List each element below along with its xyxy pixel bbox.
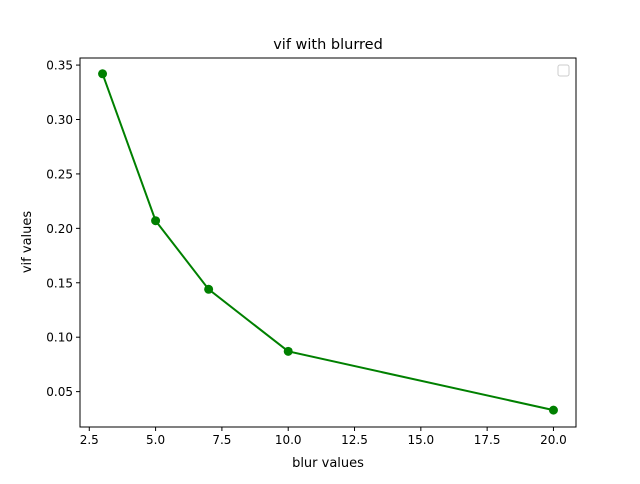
chart-title: vif with blurred	[273, 37, 383, 53]
x-tick-label: 2.5	[80, 433, 99, 447]
x-tick-label: 20.0	[540, 433, 567, 447]
x-tick-label: 7.5	[212, 433, 231, 447]
x-axis-label: blur values	[292, 456, 364, 471]
data-point-marker	[548, 405, 558, 415]
x-tick-label: 12.5	[341, 433, 368, 447]
plot-layer: 2.5 5.0 7.5 10.0 12.5 15.0 17.5 20.0 0.05 0.10 0.1…	[46, 59, 567, 447]
x-tick-label: 5.0	[146, 433, 165, 447]
y-tick-label: 0.05	[46, 385, 73, 399]
data-point-marker	[151, 216, 161, 226]
y-tick-label: 0.30	[46, 113, 73, 127]
y-axis-label: vif values	[20, 211, 35, 274]
y-tick-label: 0.20	[46, 222, 73, 236]
data-point-marker	[204, 284, 214, 294]
data-point-marker	[98, 69, 108, 79]
y-tick-label: 0.15	[46, 276, 73, 290]
x-tick-label: 17.5	[474, 433, 501, 447]
y-tick-label: 0.10	[46, 331, 73, 345]
plot-frame	[79, 57, 577, 428]
x-tick-label: 15.0	[407, 433, 434, 447]
legend-box	[557, 64, 570, 77]
x-tick-label: 10.0	[275, 433, 302, 447]
y-tick-label: 0.35	[46, 59, 73, 73]
data-point-marker	[283, 346, 293, 356]
y-tick-label: 0.25	[46, 167, 73, 181]
